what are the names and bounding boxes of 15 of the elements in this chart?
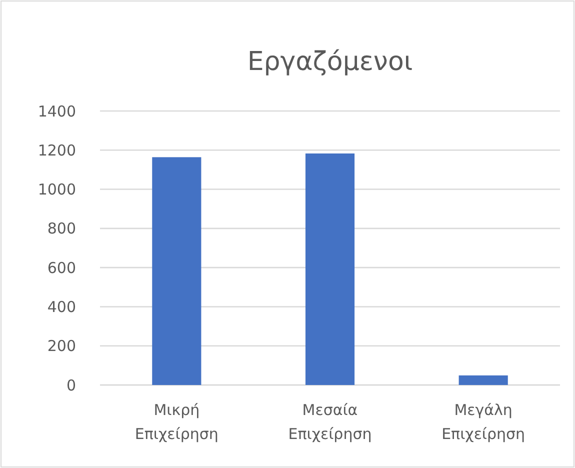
bar — [458, 375, 508, 385]
y-tick-label: 1000 — [38, 180, 76, 199]
y-tick-label: 200 — [47, 337, 76, 356]
bar — [305, 153, 355, 385]
chart-title: Εργαζόμενοι — [247, 47, 413, 77]
x-tick-label: Μικρή Επιχείρηση — [134, 401, 218, 443]
y-tick-label: 1400 — [38, 102, 76, 120]
y-tick-label: 1200 — [38, 141, 76, 160]
bar — [152, 157, 202, 385]
x-tick-label: Μεσαία Επιχείρηση — [288, 401, 372, 443]
x-tick-label: Μεγάλη Επιχείρηση — [442, 401, 526, 443]
y-tick-label: 600 — [47, 258, 76, 277]
y-tick-label: 800 — [47, 220, 76, 238]
y-tick-label: 400 — [47, 298, 76, 316]
y-tick-label: 0 — [66, 376, 76, 394]
